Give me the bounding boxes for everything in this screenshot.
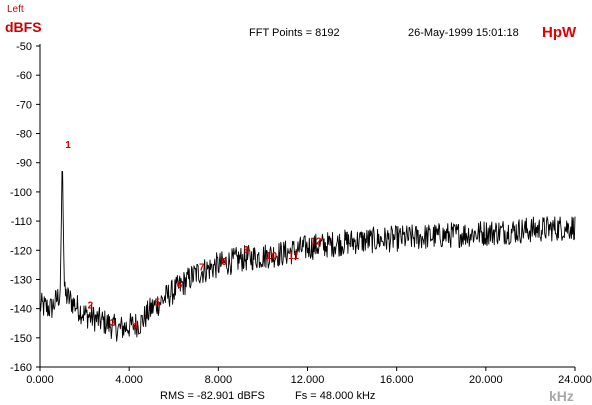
harmonic-marker-label: 7 (199, 263, 205, 274)
y-tick-label: -120 (10, 245, 32, 257)
harmonic-marker-label: 10 (266, 251, 278, 262)
y-tick-label: -70 (16, 99, 32, 111)
y-tick-label: -90 (16, 158, 32, 170)
y-tick-label: -160 (10, 362, 32, 374)
rms-readout: RMS = -82.901 dBFS (160, 390, 265, 402)
harmonic-marker-label: 2 (88, 301, 94, 312)
x-tick-label: 0.000 (26, 374, 54, 386)
spectrum-trace (39, 171, 576, 342)
harmonic-marker-label: 5 (154, 298, 160, 309)
harmonic-marker-label: 8 (221, 257, 227, 268)
spectrum-trace-group (39, 171, 576, 342)
harmonic-marker-label: 12 (311, 236, 323, 247)
brand-logo: HpW (542, 24, 577, 41)
sample-rate-readout: Fs = 48.000 kHz (295, 390, 376, 402)
harmonic-marker-label: 6 (177, 280, 183, 291)
harmonic-marker-label: 1 (65, 140, 71, 151)
x-tick-label: 20.000 (469, 374, 503, 386)
x-tick-label: 24.000 (558, 374, 592, 386)
x-tick-label: 12.000 (291, 374, 325, 386)
y-tick-label: -80 (16, 129, 32, 141)
y-axis-ticks: -50 -60 -70 -80 -90 -100 -110 -120 -130 -140 -150 -… (10, 41, 40, 374)
y-tick-label: -60 (16, 70, 32, 82)
harmonic-marker-label: 11 (288, 251, 299, 262)
y-tick-label: -140 (10, 304, 32, 316)
fft-points-label: FFT Points = 8192 (249, 27, 340, 39)
x-tick-label: 8.000 (205, 374, 233, 386)
y-tick-label: -150 (10, 333, 32, 345)
harmonic-marker-label: 3 (110, 318, 116, 329)
y-tick-label: -130 (10, 274, 32, 286)
x-axis-ticks: 0.000 4.000 8.000 12.000 16.000 20.000 24.000 (26, 367, 592, 386)
x-axis-unit-label: kHz (549, 388, 574, 404)
x-tick-label: 16.000 (380, 374, 414, 386)
timestamp-label: 26-May-1999 15:01:18 (408, 27, 519, 39)
chart-axes (39, 44, 575, 368)
y-tick-label: -110 (11, 216, 32, 228)
y-tick-label: -50 (16, 41, 32, 53)
x-tick-label: 4.000 (115, 374, 143, 386)
harmonic-marker-label: 4 (132, 321, 138, 332)
channel-label: Left (7, 4, 24, 15)
harmonic-marker-label: 9 (244, 245, 250, 256)
y-axis-unit-label: dBFS (5, 19, 42, 35)
y-tick-label: -100 (10, 187, 32, 199)
